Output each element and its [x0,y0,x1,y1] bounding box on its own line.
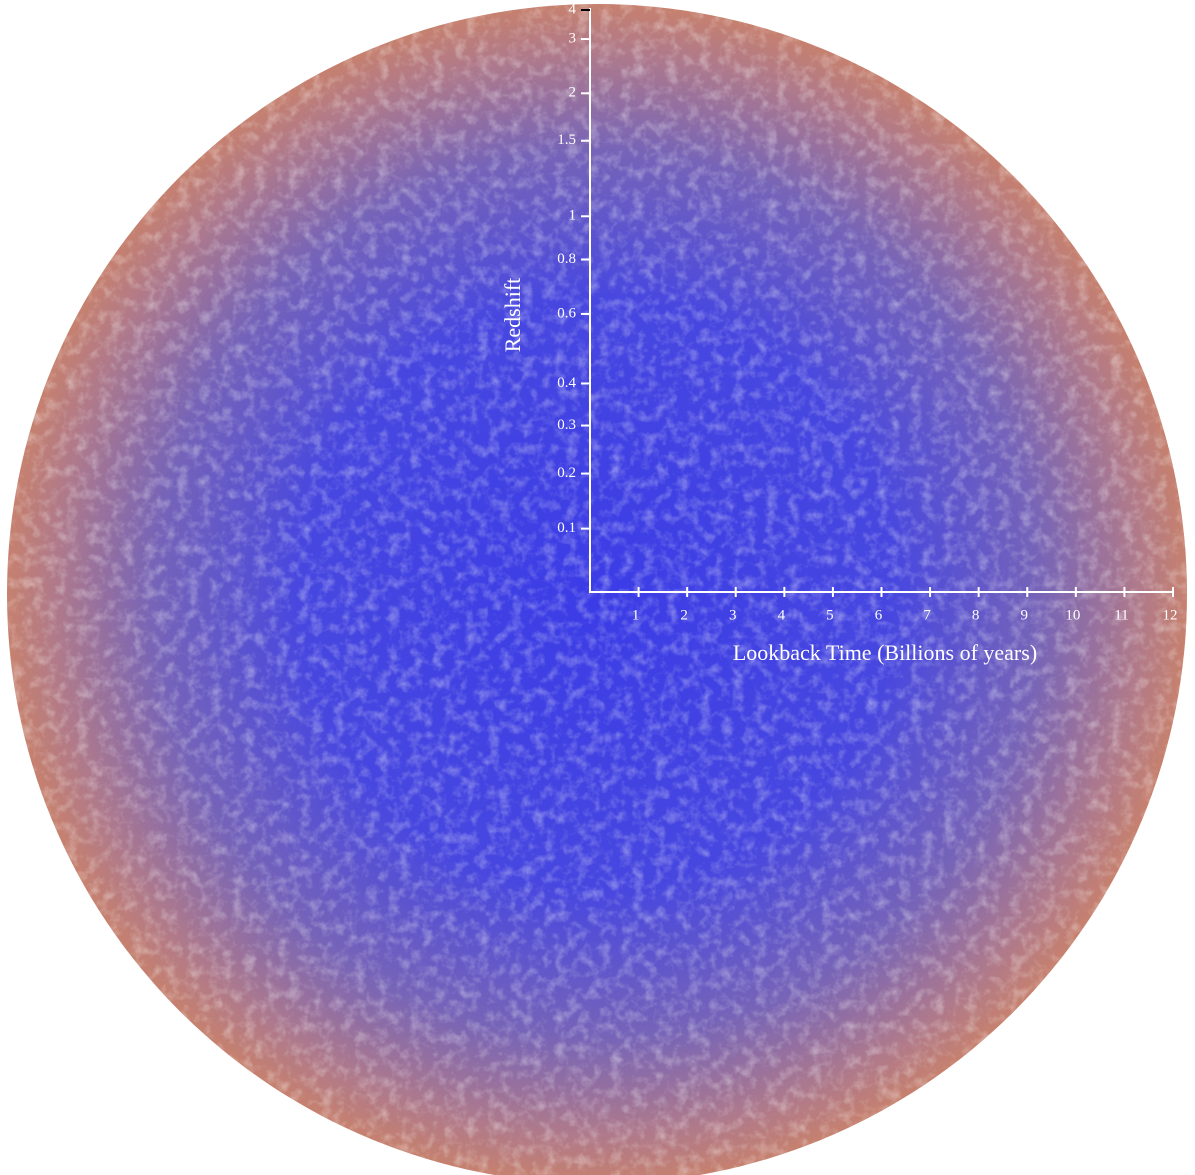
y-tick-label: 4 [569,1,577,17]
y-tick-label: 2 [569,85,577,101]
y-tick-label: 0.3 [557,417,576,433]
x-tick-label: 10 [1065,607,1080,623]
x-tick-label: 4 [778,607,786,623]
y-tick-label: 1.5 [557,132,576,148]
x-tick-label: 12 [1163,607,1178,623]
x-tick-label: 1 [632,607,640,623]
y-tick-label: 0.2 [557,465,576,481]
y-axis-label: Redshift [500,278,525,353]
x-tick-label: 5 [826,607,834,623]
x-tick-label: 11 [1114,607,1128,623]
y-tick-label: 1 [569,208,577,224]
x-tick-label: 2 [680,607,688,623]
y-tick-label: 0.6 [557,305,576,321]
x-tick-label: 9 [1021,607,1029,623]
y-tick-label: 0.4 [557,375,576,391]
y-tick-label: 0.1 [557,520,576,536]
x-axis-label: Lookback Time (Billions of years) [733,640,1037,665]
x-tick-label: 6 [875,607,883,623]
x-tick-label: 8 [972,607,980,623]
x-tick-label: 7 [923,607,931,623]
y-tick-label: 0.8 [557,251,576,267]
y-tick-label: 3 [569,30,577,46]
x-tick-label: 3 [729,607,737,623]
